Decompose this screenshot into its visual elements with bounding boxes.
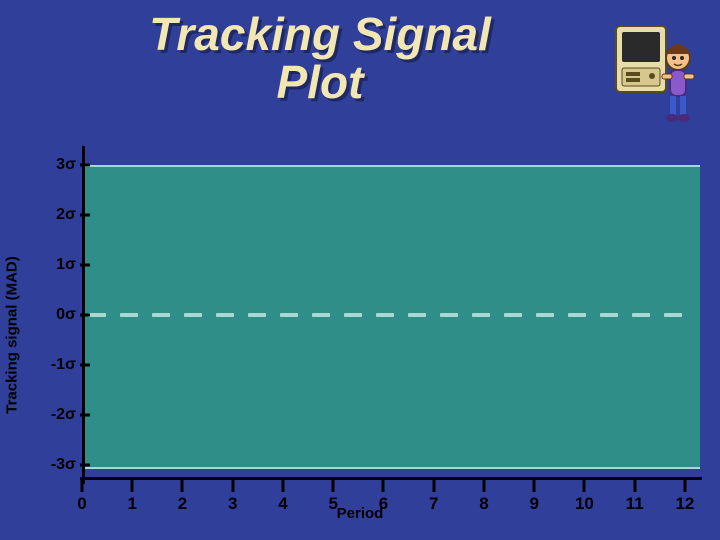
x-tick-label: 7	[429, 480, 438, 514]
x-tick-label: 6	[379, 480, 388, 514]
y-tick-label: -1σ	[51, 356, 82, 374]
x-tick-label: 5	[328, 480, 337, 514]
y-tick-label: -3σ	[51, 456, 82, 474]
x-axis-line	[80, 477, 702, 480]
plot-area: 3σ2σ1σ0σ-1σ-2σ-3σ0123456789101112	[82, 150, 700, 480]
x-axis-label: Period	[337, 505, 384, 522]
control-band	[82, 165, 700, 469]
x-tick-label: 12	[675, 480, 694, 514]
y-tick-label: 3σ	[56, 156, 82, 174]
x-tick-label: 9	[529, 480, 538, 514]
chart: Tracking signal (MAD) Period 3σ2σ1σ0σ-1σ…	[20, 150, 700, 520]
x-tick-label: 1	[128, 480, 137, 514]
slide: Tracking Signal Plot Tracking Signal Plo…	[0, 0, 720, 540]
y-axis-label: Tracking signal (MAD)	[4, 256, 21, 414]
x-tick-label: 10	[575, 480, 594, 514]
x-tick-label: 3	[228, 480, 237, 514]
x-tick-label: 4	[278, 480, 287, 514]
computer-cartoon-icon	[612, 18, 702, 133]
y-tick-label: -2σ	[51, 406, 82, 424]
x-tick-label: 2	[178, 480, 187, 514]
slide-title: Tracking Signal Plot Tracking Signal Plo…	[0, 10, 640, 107]
y-tick-label: 0σ	[56, 306, 82, 324]
x-tick-label: 11	[626, 480, 644, 514]
y-tick-label: 2σ	[56, 206, 82, 224]
y-tick-label: 1σ	[56, 256, 82, 274]
x-tick-label: 8	[479, 480, 488, 514]
x-tick-label: 0	[77, 480, 86, 514]
